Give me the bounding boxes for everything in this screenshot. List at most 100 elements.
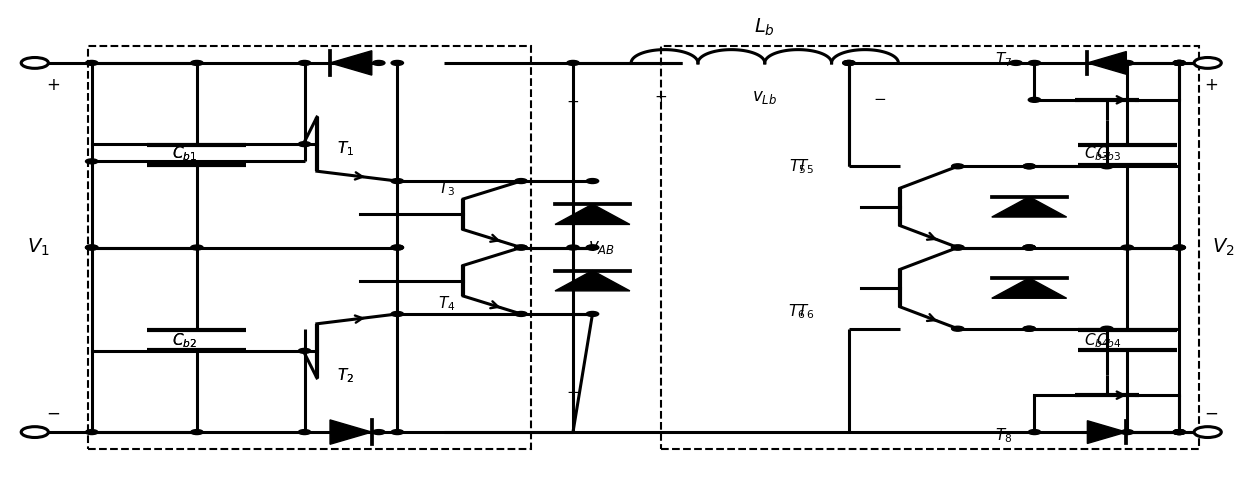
Circle shape — [587, 311, 599, 316]
Circle shape — [86, 245, 98, 250]
Circle shape — [567, 245, 579, 250]
Circle shape — [21, 57, 48, 68]
Circle shape — [1173, 60, 1185, 65]
Circle shape — [951, 326, 963, 331]
Circle shape — [86, 245, 98, 250]
Circle shape — [1101, 164, 1114, 169]
Circle shape — [843, 60, 856, 65]
Text: $-$: $-$ — [1204, 403, 1219, 421]
Bar — [88, 46, 531, 449]
Polygon shape — [1087, 421, 1126, 444]
Circle shape — [1009, 60, 1022, 65]
Circle shape — [1028, 98, 1040, 102]
Circle shape — [1028, 430, 1040, 435]
Circle shape — [391, 245, 403, 250]
Text: $T_6$: $T_6$ — [797, 302, 815, 321]
Circle shape — [299, 348, 311, 353]
Circle shape — [86, 159, 98, 164]
Circle shape — [1028, 60, 1040, 65]
Circle shape — [21, 427, 48, 438]
Text: $+$: $+$ — [1204, 76, 1219, 94]
Text: $+$: $+$ — [567, 95, 579, 110]
Polygon shape — [556, 204, 630, 224]
Circle shape — [515, 311, 527, 316]
Circle shape — [86, 430, 98, 435]
Text: $T_5$: $T_5$ — [797, 157, 815, 176]
Text: $C_{b1}$: $C_{b1}$ — [172, 145, 197, 163]
Polygon shape — [992, 278, 1066, 298]
Circle shape — [1121, 430, 1133, 435]
Circle shape — [1121, 60, 1133, 65]
Circle shape — [86, 60, 98, 65]
Text: $-$: $-$ — [873, 90, 887, 105]
Text: $C_{b3}$: $C_{b3}$ — [1096, 145, 1122, 163]
Text: $C_{b3}$: $C_{b3}$ — [1084, 145, 1109, 163]
Text: $C_{b2}$: $C_{b2}$ — [172, 332, 197, 350]
Text: $T_2$: $T_2$ — [337, 366, 353, 385]
Circle shape — [951, 245, 963, 250]
Circle shape — [391, 311, 403, 316]
Circle shape — [1023, 164, 1035, 169]
Circle shape — [1023, 326, 1035, 331]
Circle shape — [1101, 326, 1114, 331]
Circle shape — [1173, 430, 1185, 435]
Circle shape — [1023, 245, 1035, 250]
Text: $C_{b1}$: $C_{b1}$ — [171, 145, 197, 163]
Text: $T_4$: $T_4$ — [438, 295, 455, 313]
Circle shape — [843, 60, 856, 65]
Circle shape — [299, 60, 311, 65]
Circle shape — [391, 60, 403, 65]
Circle shape — [191, 430, 203, 435]
Text: $+$: $+$ — [46, 76, 61, 94]
Circle shape — [1173, 430, 1185, 435]
Circle shape — [391, 430, 403, 435]
Circle shape — [191, 60, 203, 65]
Circle shape — [1194, 57, 1221, 68]
Circle shape — [391, 179, 403, 184]
Text: $C_{b2}$: $C_{b2}$ — [172, 332, 197, 350]
Polygon shape — [330, 50, 372, 75]
Circle shape — [587, 245, 599, 250]
Circle shape — [515, 179, 527, 184]
Text: $T_5$: $T_5$ — [789, 157, 806, 176]
Text: $v_{Lb}$: $v_{Lb}$ — [753, 89, 777, 106]
Circle shape — [1173, 430, 1185, 435]
Circle shape — [1023, 245, 1035, 250]
Circle shape — [1173, 60, 1185, 65]
Circle shape — [1173, 245, 1185, 250]
Circle shape — [391, 245, 403, 250]
Text: $T_8$: $T_8$ — [994, 426, 1012, 445]
Circle shape — [191, 245, 203, 250]
Circle shape — [1023, 245, 1035, 250]
Circle shape — [1173, 245, 1185, 250]
Text: $C_{b4}$: $C_{b4}$ — [1096, 332, 1122, 350]
Circle shape — [1194, 427, 1221, 438]
Circle shape — [1121, 245, 1133, 250]
Circle shape — [951, 245, 963, 250]
Circle shape — [515, 245, 527, 250]
Circle shape — [951, 164, 963, 169]
Circle shape — [372, 60, 384, 65]
Polygon shape — [556, 271, 630, 291]
Polygon shape — [330, 420, 372, 445]
Circle shape — [1023, 326, 1035, 331]
Circle shape — [372, 430, 384, 435]
Text: $-$: $-$ — [567, 383, 579, 398]
Text: $T_3$: $T_3$ — [438, 179, 455, 198]
Circle shape — [567, 60, 579, 65]
Circle shape — [299, 142, 311, 147]
Polygon shape — [1087, 51, 1126, 74]
Text: $C_{b4}$: $C_{b4}$ — [1084, 332, 1109, 350]
Text: $T_7$: $T_7$ — [994, 50, 1012, 69]
Text: $T_6$: $T_6$ — [789, 302, 806, 321]
Circle shape — [1173, 60, 1185, 65]
Text: $V_1$: $V_1$ — [27, 237, 50, 258]
Text: $v_{AB}$: $v_{AB}$ — [588, 239, 615, 256]
Text: $T_1$: $T_1$ — [337, 140, 353, 158]
Text: $T_1$: $T_1$ — [337, 140, 353, 158]
Text: $T_2$: $T_2$ — [337, 366, 353, 385]
Bar — [661, 46, 1199, 449]
Circle shape — [515, 245, 527, 250]
Text: $+$: $+$ — [655, 90, 667, 105]
Text: $L_b$: $L_b$ — [754, 16, 775, 38]
